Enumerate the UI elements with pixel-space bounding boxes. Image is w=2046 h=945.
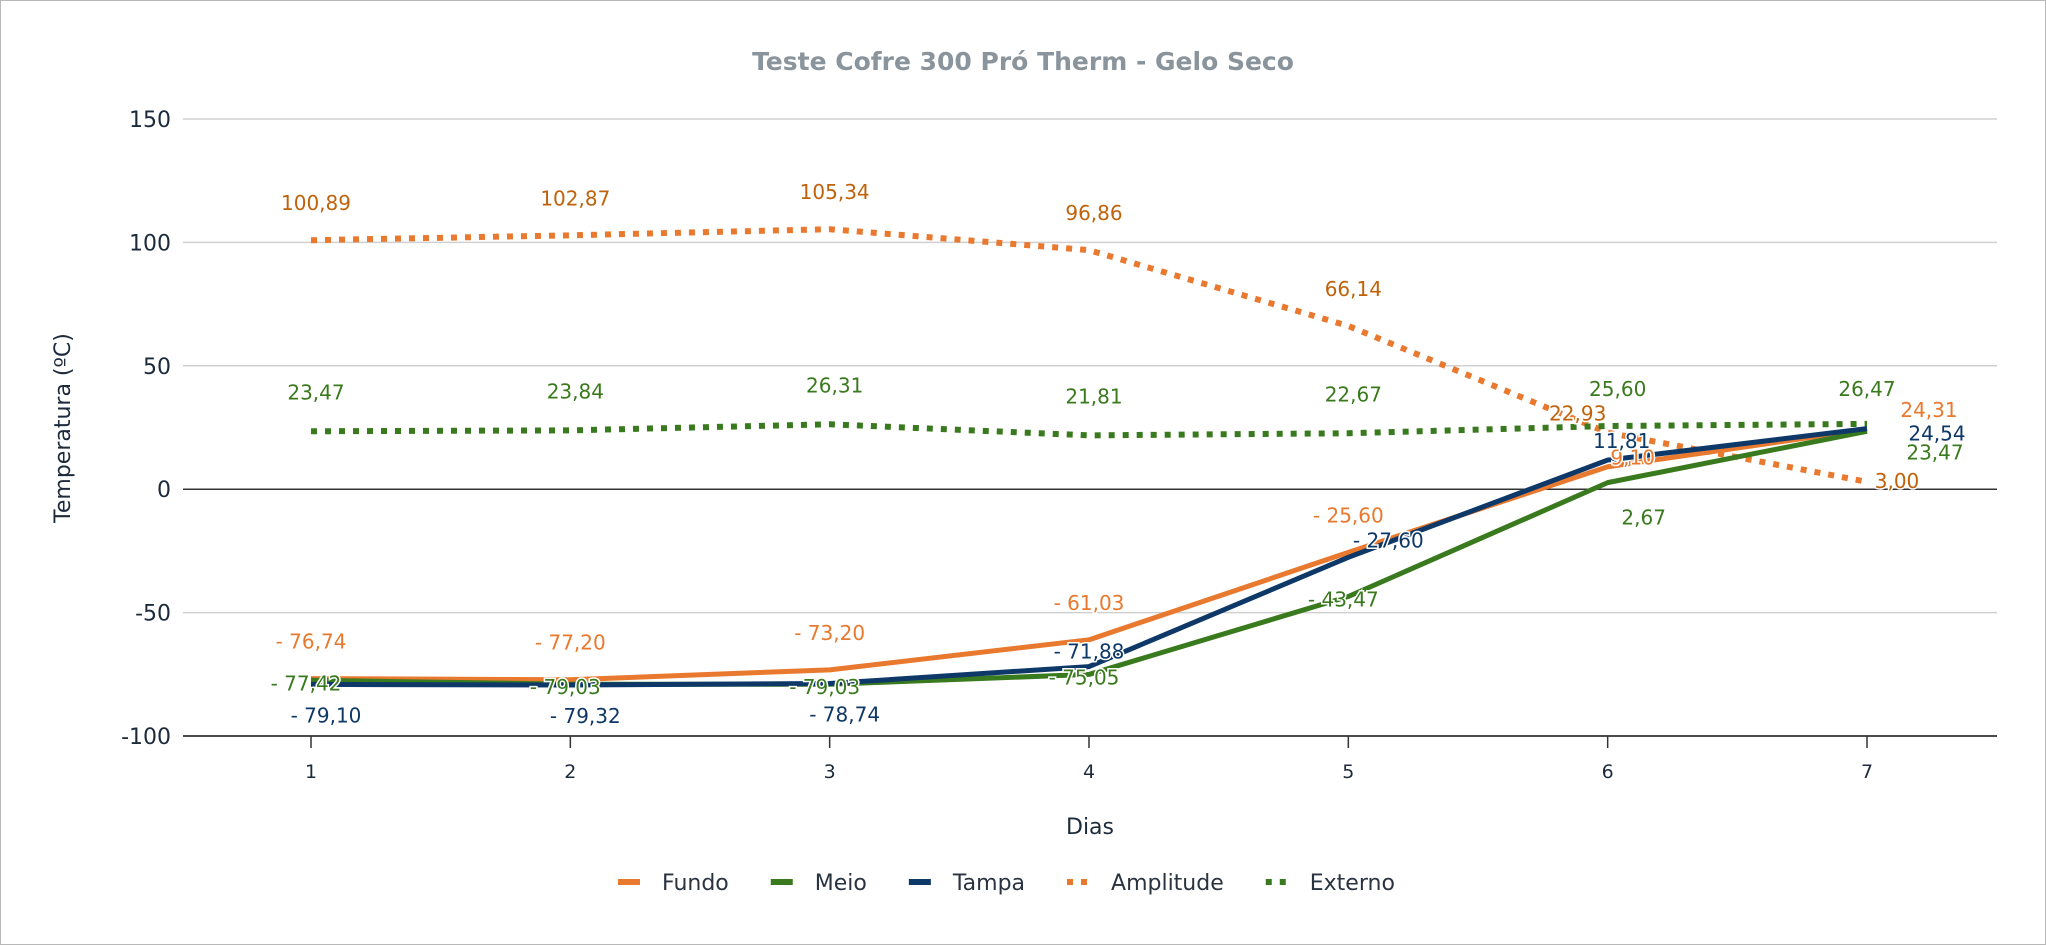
legend-item-tampa[interactable]: Tampa — [908, 871, 1025, 896]
data-label: - 77,42 — [271, 671, 342, 695]
legend-item-externo[interactable]: Externo — [1265, 871, 1395, 896]
data-label: - 71,88 — [1054, 640, 1125, 664]
data-label: 25,60 — [1589, 377, 1646, 401]
data-label: - 77,20 — [535, 631, 606, 655]
data-label: 23,84 — [547, 379, 604, 403]
x-tick-label: 2 — [564, 761, 576, 783]
data-label: 66,14 — [1325, 277, 1382, 301]
data-label: 22,67 — [1325, 382, 1382, 406]
data-label: 24,31 — [1900, 398, 1957, 422]
y-tick-label: 100 — [129, 231, 171, 256]
x-tick-label: 4 — [1083, 761, 1095, 783]
x-tick-label: 3 — [824, 761, 836, 783]
legend-item-meio[interactable]: Meio — [770, 871, 867, 896]
data-label: 23,47 — [287, 380, 344, 404]
x-tick-label: 1 — [305, 761, 317, 783]
data-label: - 79,32 — [550, 704, 621, 728]
data-label: 23,47 — [1906, 440, 1963, 464]
data-label: 24,54 — [1908, 422, 1965, 446]
series-line-fundo — [310, 426, 1868, 683]
data-label: 96,86 — [1065, 201, 1122, 225]
x-axis-label: Dias — [1066, 815, 1114, 840]
data-label: 102,87 — [540, 186, 610, 210]
data-label: 105,34 — [800, 180, 870, 204]
legend-label: Externo — [1310, 871, 1395, 896]
y-tick-label: 150 — [129, 108, 171, 133]
data-label: - 27,60 — [1353, 528, 1424, 552]
y-tick-label: -100 — [121, 725, 171, 750]
data-label: 11,81 — [1593, 429, 1650, 453]
data-label: 3,00 — [1875, 469, 1920, 493]
data-label: 2,67 — [1621, 506, 1666, 530]
x-tick-label: 7 — [1861, 761, 1873, 783]
legend-item-amplitude[interactable]: Amplitude — [1067, 871, 1224, 896]
y-tick-label: 0 — [157, 478, 171, 503]
data-label: - 76,74 — [276, 630, 347, 654]
legend-label: Amplitude — [1111, 871, 1224, 896]
y-tick-label: -50 — [135, 602, 171, 627]
data-label: - 79,10 — [291, 703, 362, 727]
x-tick-label: 5 — [1342, 761, 1354, 783]
data-label: - 79,03 — [789, 675, 860, 699]
data-label: 26,47 — [1838, 377, 1895, 401]
data-label: 22,93 — [1549, 402, 1606, 426]
chart-title: Teste Cofre 300 Pró Therm - Gelo Seco — [752, 47, 1294, 76]
x-tick-label: 6 — [1602, 761, 1614, 783]
legend-item-fundo[interactable]: Fundo — [618, 871, 729, 896]
y-tick-label: 50 — [143, 355, 171, 380]
data-label: - 79,03 — [530, 675, 601, 699]
legend-label: Fundo — [662, 871, 729, 896]
data-label: 100,89 — [281, 191, 351, 215]
data-label: - 25,60 — [1313, 503, 1384, 527]
legend-label: Meio — [815, 871, 867, 896]
data-label: 21,81 — [1065, 384, 1122, 408]
data-label: 9,10 — [1610, 446, 1655, 470]
y-axis-label: Temperatura (ºC) — [51, 333, 76, 524]
data-label: - 43,47 — [1308, 587, 1379, 611]
legend-label: Tampa — [952, 871, 1025, 896]
data-label: - 75,05 — [1049, 665, 1120, 689]
data-label: - 61,03 — [1054, 591, 1125, 615]
data-label: - 78,74 — [809, 703, 880, 727]
data-label: 26,31 — [806, 373, 863, 397]
series-line-tampa — [310, 426, 1868, 688]
data-label: - 73,20 — [794, 621, 865, 645]
